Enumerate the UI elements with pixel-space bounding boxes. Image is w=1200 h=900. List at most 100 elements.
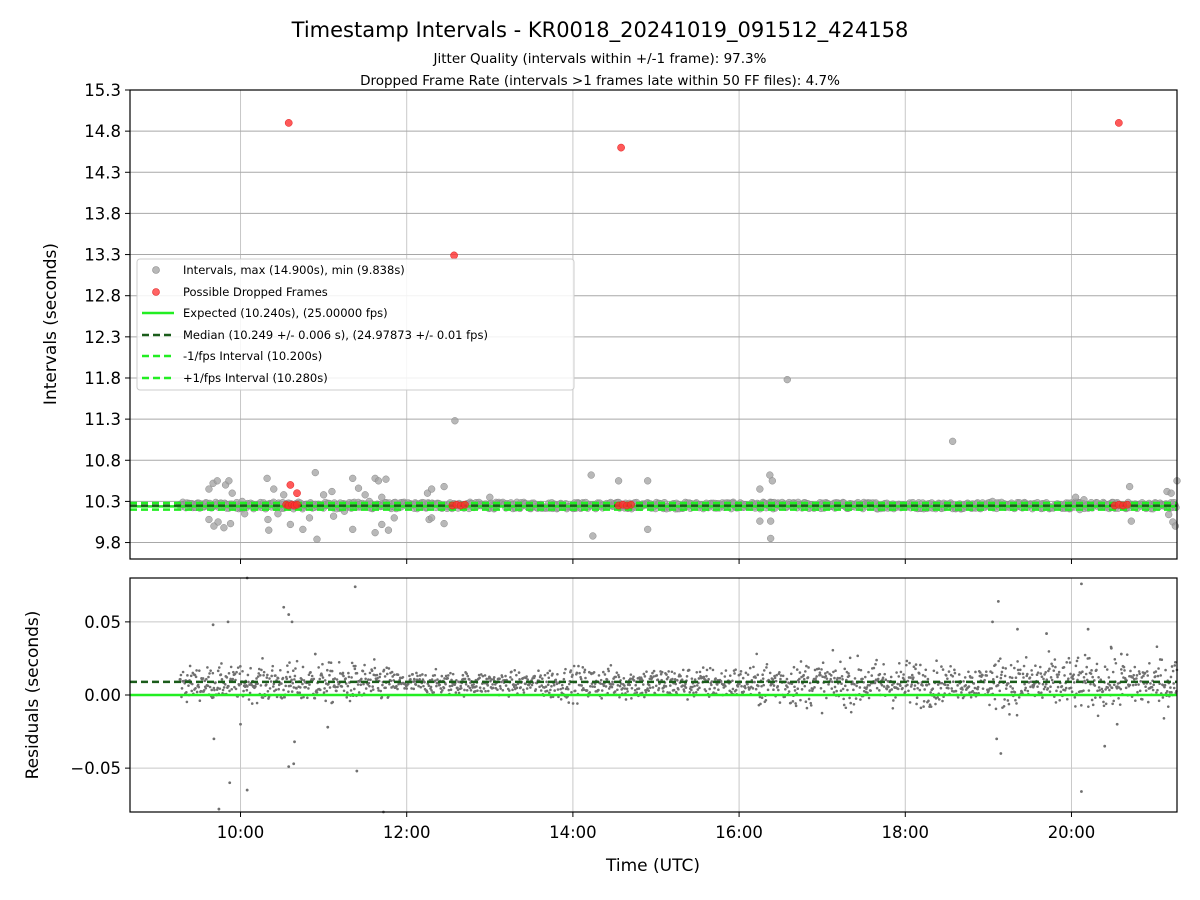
interval-point: [451, 417, 459, 425]
residual-point: [518, 677, 521, 681]
residual-point: [496, 688, 499, 692]
residual-point: [468, 686, 472, 690]
residual-point: [421, 673, 424, 676]
interval-point: [587, 471, 595, 479]
residual-point: [880, 683, 884, 687]
residual-point: [947, 687, 950, 690]
residual-point: [408, 674, 411, 678]
intervals-y-tick-label: 10.3: [84, 492, 121, 511]
residual-point: [1098, 688, 1101, 692]
residual-point: [1044, 671, 1047, 674]
residual-point: [1050, 662, 1053, 666]
residual-point: [246, 673, 250, 677]
residual-point: [580, 684, 584, 687]
residual-point: [876, 677, 880, 681]
residual-point: [239, 665, 242, 668]
residual-point: [321, 662, 324, 666]
residual-point: [914, 663, 918, 666]
residual-point: [746, 682, 749, 686]
residual-point: [858, 686, 862, 689]
residual-point: [623, 684, 626, 687]
residual-point: [1022, 676, 1025, 679]
residual-point: [279, 668, 282, 672]
residual-point: [835, 689, 838, 693]
residual-point: [1026, 689, 1030, 693]
residual-point: [642, 672, 646, 676]
residual-point: [885, 687, 889, 691]
residual-point: [1154, 670, 1158, 673]
residual-point: [833, 676, 836, 680]
interval-point: [589, 532, 597, 540]
residual-point: [903, 690, 907, 694]
residual-point: [614, 675, 618, 679]
residual-point: [731, 687, 735, 691]
residual-point: [218, 687, 222, 690]
residual-point: [832, 691, 836, 694]
residual-point: [751, 687, 755, 690]
residual-point: [283, 695, 286, 699]
residual-point: [519, 686, 522, 689]
residual-point: [209, 669, 212, 672]
residual-point: [643, 675, 647, 678]
residual-point: [1117, 696, 1120, 700]
residual-point: [326, 668, 329, 672]
residual-point: [831, 648, 835, 652]
residual-point: [951, 674, 955, 678]
residual-point: [1053, 658, 1057, 661]
residual-point: [271, 685, 275, 688]
residual-point: [1123, 669, 1126, 672]
residual-point: [707, 677, 710, 681]
residual-point: [198, 669, 201, 672]
residual-point: [781, 674, 785, 678]
residual-point: [651, 671, 654, 675]
interval-point: [427, 514, 436, 522]
residual-point: [1108, 684, 1112, 687]
intervals-y-tick-label: 11.3: [84, 410, 121, 429]
residual-point: [819, 686, 823, 690]
residual-point: [791, 700, 795, 703]
residual-point: [418, 677, 421, 681]
residual-point: [731, 679, 734, 683]
residual-point: [274, 674, 277, 677]
residual-point: [1172, 682, 1175, 685]
residual-point: [924, 668, 928, 672]
residual-point: [235, 670, 238, 674]
residual-point: [786, 685, 789, 689]
residual-point: [522, 688, 525, 692]
residual-point: [910, 683, 914, 686]
residual-point: [599, 678, 603, 682]
residual-point: [626, 690, 629, 693]
residual-point: [213, 688, 216, 692]
residual-point: [1134, 699, 1137, 702]
residual-point: [875, 658, 878, 662]
residual-point: [346, 684, 350, 688]
residual-point: [817, 667, 821, 671]
residual-point: [1136, 690, 1139, 694]
residual-point: [547, 676, 551, 680]
residual-point: [736, 685, 740, 688]
intervals-y-tick-label: 10.8: [84, 451, 121, 470]
residual-point: [276, 676, 280, 680]
residual-point: [789, 672, 793, 676]
residual-point: [321, 676, 325, 679]
residual-point: [720, 672, 723, 675]
residual-point: [1134, 683, 1138, 686]
residual-point: [378, 675, 382, 679]
residual-point: [511, 688, 514, 692]
residual-point: [562, 677, 566, 681]
residual-point: [784, 687, 787, 691]
residual-point: [870, 674, 874, 677]
residual-point: [340, 685, 344, 688]
residual-point: [843, 667, 847, 671]
residual-point: [194, 675, 198, 679]
residual-point: [897, 662, 901, 665]
residual-point: [442, 686, 446, 690]
residual-point: [306, 696, 309, 700]
residual-point: [395, 684, 398, 688]
residual-point: [220, 662, 223, 665]
residual-point: [422, 684, 425, 688]
residual-point: [266, 689, 270, 693]
residual-point: [549, 688, 552, 692]
residual-point: [1156, 688, 1159, 692]
